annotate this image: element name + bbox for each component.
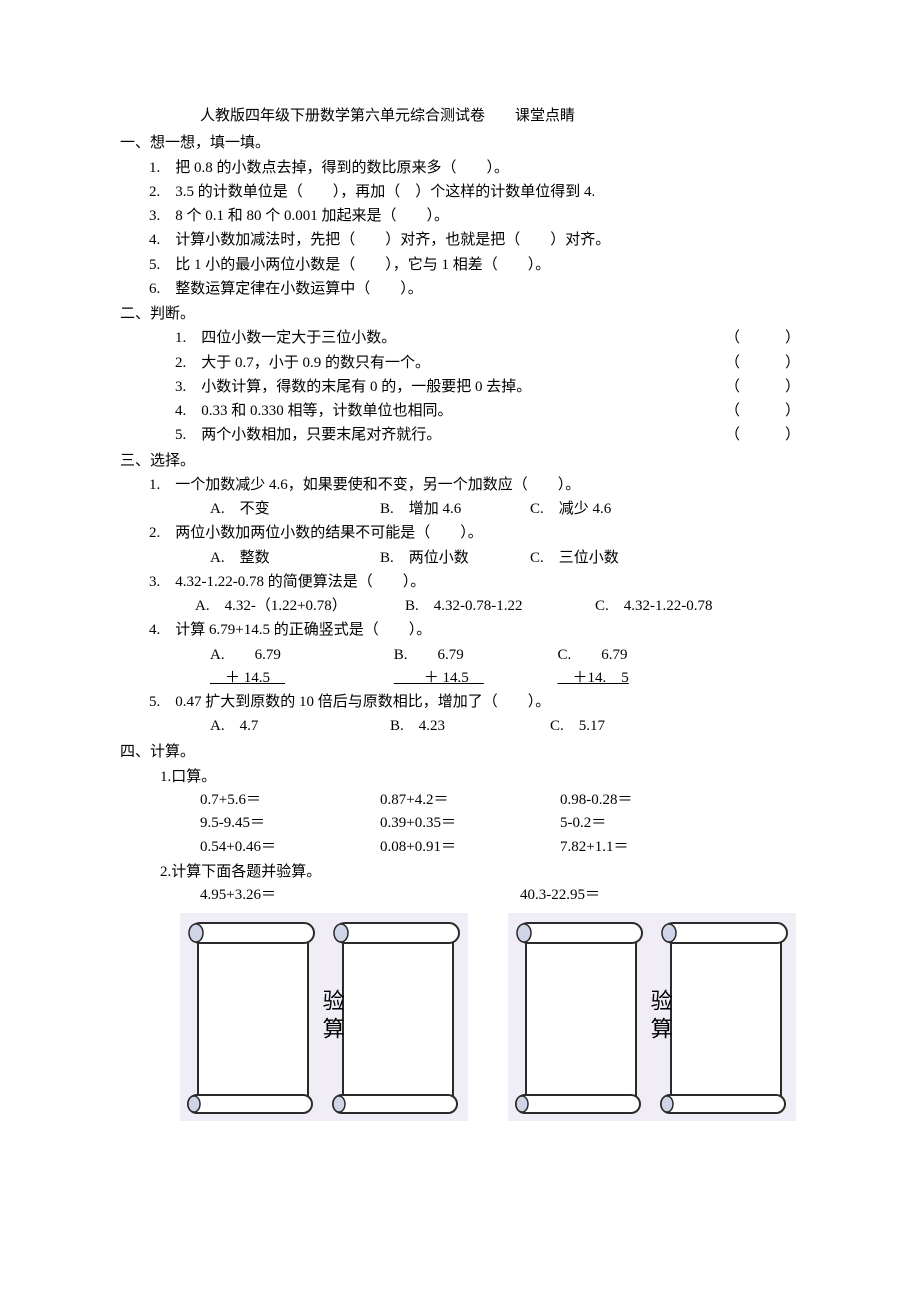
oral-3-1: 0.54+0.46＝	[200, 836, 380, 859]
oral-2-2: 0.39+0.35＝	[380, 812, 560, 835]
verify-pair-2: 验算	[508, 913, 796, 1121]
s2-q4-text: 4. 0.33 和 0.330 相等，计数单位也相同。	[175, 400, 453, 423]
s3-q4-opts: A. 6.79 ＋ 14.5 B. 6.79 ＋ 14.5 C. 6.79 ＋1…	[120, 644, 800, 691]
s3-q5-A: A. 4.7	[210, 715, 390, 738]
scroll-box-2a	[512, 917, 647, 1117]
scroll-icon	[184, 917, 319, 1117]
s3-q1-B: B. 增加 4.6	[380, 498, 530, 521]
s2-q1-paren: （ ）	[725, 327, 800, 350]
page: 人教版四年级下册数学第六单元综合测试卷 课堂点睛 一、想一想，填一填。 1. 把…	[0, 0, 920, 1181]
s3-q5-stem: 5. 0.47 扩大到原数的 10 倍后与原数相比，增加了（ ）。	[120, 691, 800, 714]
s3-q2-stem: 2. 两位小数加两位小数的结果不可能是（ ）。	[120, 522, 800, 545]
s1-q3: 3. 8 个 0.1 和 80 个 0.001 加起来是（ ）。	[120, 205, 800, 228]
s1-q5: 5. 比 1 小的最小两位小数是（ ），它与 1 相差（ ）。	[120, 254, 800, 277]
s3-q3-C: C. 4.32-1.22-0.78	[595, 595, 713, 618]
s3-q4-B-top: B. 6.79	[394, 647, 464, 663]
oral-1-2: 0.87+4.2＝	[380, 789, 560, 812]
s2-q2-text: 2. 大于 0.7，小于 0.9 的数只有一个。	[175, 352, 430, 375]
scroll-box-1a	[184, 917, 319, 1117]
s3-q2-opts: A. 整数 B. 两位小数 C. 三位小数	[120, 547, 800, 570]
s1-q2: 2. 3.5 的计数单位是（ ），再加（ ）个这样的计数单位得到 4.	[120, 181, 800, 204]
s3-q3-stem: 3. 4.32-1.22-0.78 的简便算法是（ ）。	[120, 571, 800, 594]
s3-q3-B: B. 4.32-0.78-1.22	[405, 595, 595, 618]
section3-head: 三、选择。	[120, 450, 800, 473]
s3-q4-A-bot: ＋ 14.5	[210, 670, 285, 686]
oral-1-1: 0.7+5.6＝	[200, 789, 380, 812]
s3-q5-B: B. 4.23	[390, 715, 550, 738]
s3-q1-C: C. 减少 4.6	[530, 498, 611, 521]
s3-q1-stem: 1. 一个加数减少 4.6，如果要使和不变，另一个加数应（ ）。	[120, 474, 800, 497]
s2-q1: 1. 四位小数一定大于三位小数。 （ ）	[120, 327, 800, 350]
s3-q4-stem: 4. 计算 6.79+14.5 的正确竖式是（ ）。	[120, 619, 800, 642]
s2-q3-text: 3. 小数计算，得数的末尾有 0 的，一般要把 0 去掉。	[175, 376, 531, 399]
oral-row-3: 0.54+0.46＝ 0.08+0.91＝ 7.82+1.1＝	[120, 836, 800, 859]
s3-q1-A: A. 不变	[210, 498, 380, 521]
oral-2-3: 5-0.2＝	[560, 812, 740, 835]
s1-q1: 1. 把 0.8 的小数点去掉，得到的数比原来多（ ）。	[120, 157, 800, 180]
s2-q5-text: 5. 两个小数相加，只要末尾对齐就行。	[175, 424, 441, 447]
page-title: 人教版四年级下册数学第六单元综合测试卷 课堂点睛	[120, 105, 800, 128]
s3-q2-B: B. 两位小数	[380, 547, 530, 570]
oral-3-3: 7.82+1.1＝	[560, 836, 740, 859]
calc-2: 40.3-22.95＝	[520, 884, 600, 907]
oral-3-2: 0.08+0.91＝	[380, 836, 560, 859]
section2-head: 二、判断。	[120, 303, 800, 326]
scroll-icon	[329, 917, 464, 1117]
s2-q2-paren: （ ）	[725, 352, 800, 375]
s2-q5-paren: （ ）	[725, 424, 800, 447]
s3-q5-C: C. 5.17	[550, 715, 605, 738]
s3-q2-C: C. 三位小数	[530, 547, 619, 570]
s3-q3-opts: A. 4.32-（1.22+0.78） B. 4.32-0.78-1.22 C.…	[120, 595, 800, 618]
scroll-icon	[512, 917, 647, 1117]
s2-q4-paren: （ ）	[725, 400, 800, 423]
oral-row-2: 9.5-9.45＝ 0.39+0.35＝ 5-0.2＝	[120, 812, 800, 835]
s2-q1-text: 1. 四位小数一定大于三位小数。	[175, 327, 396, 350]
s1-q6: 6. 整数运算定律在小数运算中（ ）。	[120, 278, 800, 301]
verify-pair-1: 验算	[180, 913, 468, 1121]
s3-q4-B-bot: ＋ 14.5	[394, 670, 484, 686]
s4-sub1: 1.口算。	[120, 766, 800, 789]
oral-row-1: 0.7+5.6＝ 0.87+4.2＝ 0.98-0.28＝	[120, 789, 800, 812]
calc-row: 4.95+3.26＝ 40.3-22.95＝	[120, 884, 800, 907]
s3-q5-opts: A. 4.7 B. 4.23 C. 5.17	[120, 715, 800, 738]
verify-row: 验算 验算	[120, 913, 800, 1121]
s3-q1-opts: A. 不变 B. 增加 4.6 C. 减少 4.6	[120, 498, 800, 521]
s2-q3: 3. 小数计算，得数的末尾有 0 的，一般要把 0 去掉。 （ ）	[120, 376, 800, 399]
s3-q4-C-bot: ＋14. 5	[558, 670, 629, 686]
scroll-icon	[657, 917, 792, 1117]
s4-sub2: 2.计算下面各题并验算。	[120, 861, 800, 884]
scroll-box-2b: 验算	[657, 917, 792, 1117]
oral-2-1: 9.5-9.45＝	[200, 812, 380, 835]
verify-label-2: 验算	[645, 989, 674, 1045]
s2-q4: 4. 0.33 和 0.330 相等，计数单位也相同。 （ ）	[120, 400, 800, 423]
s2-q5: 5. 两个小数相加，只要末尾对齐就行。 （ ）	[120, 424, 800, 447]
verify-label-1: 验算	[317, 989, 346, 1045]
oral-1-3: 0.98-0.28＝	[560, 789, 740, 812]
s2-q3-paren: （ ）	[725, 376, 800, 399]
s3-q2-A: A. 整数	[210, 547, 380, 570]
scroll-box-1b: 验算	[329, 917, 464, 1117]
calc-1: 4.95+3.26＝	[200, 884, 520, 907]
s3-q3-A: A. 4.32-（1.22+0.78）	[195, 595, 405, 618]
s1-q4: 4. 计算小数加减法时，先把（ ）对齐，也就是把（ ）对齐。	[120, 229, 800, 252]
section1-head: 一、想一想，填一填。	[120, 132, 800, 155]
section4-head: 四、计算。	[120, 741, 800, 764]
s3-q4-C-top: C. 6.79	[558, 647, 628, 663]
s3-q4-A-top: A. 6.79	[210, 647, 281, 663]
s2-q2: 2. 大于 0.7，小于 0.9 的数只有一个。 （ ）	[120, 352, 800, 375]
